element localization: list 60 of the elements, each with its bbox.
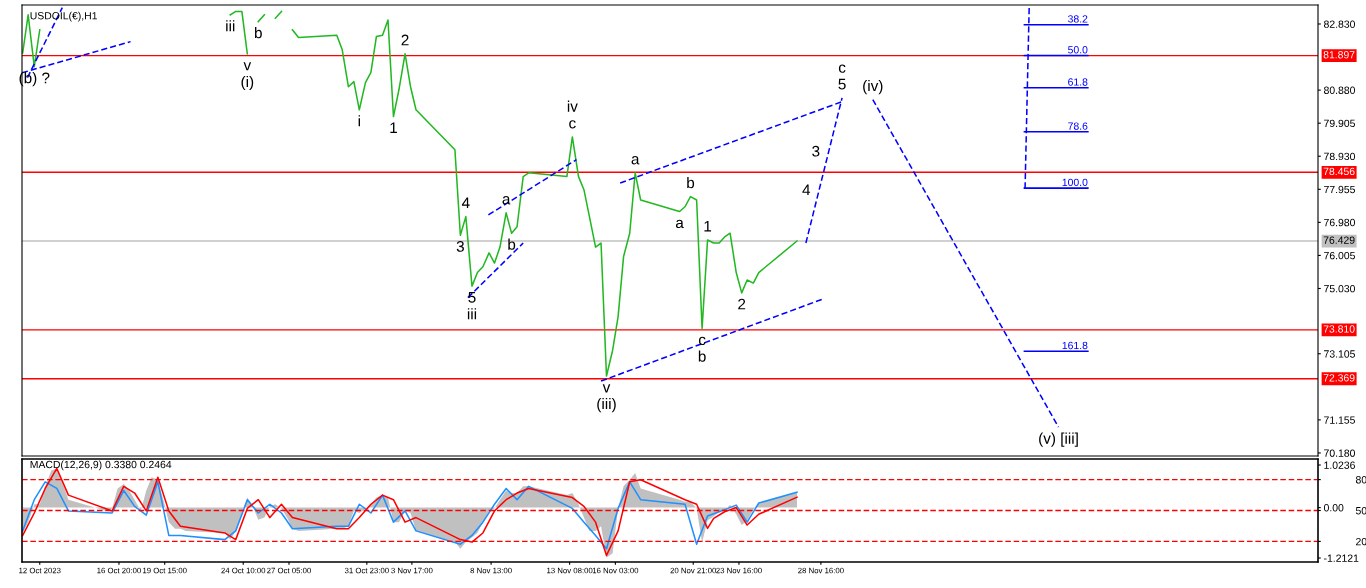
annotation: 2 bbox=[738, 298, 746, 310]
series-label: 38.2 bbox=[1068, 15, 1088, 23]
annotation: iv bbox=[567, 100, 578, 112]
annotation: a bbox=[502, 196, 511, 205]
annotation: 4 bbox=[802, 184, 811, 196]
annotation: c bbox=[698, 336, 706, 346]
annotation: v bbox=[243, 62, 252, 71]
annotation: 1 bbox=[390, 122, 397, 134]
annotation: iii bbox=[226, 20, 235, 32]
y-tick-label: 77.955 bbox=[1324, 185, 1355, 194]
y-tick-label: 78.930 bbox=[1324, 152, 1356, 161]
annotation: c bbox=[569, 120, 576, 129]
annotation: 5 bbox=[838, 78, 846, 90]
annotation: b bbox=[255, 26, 262, 39]
annotation: v bbox=[602, 384, 611, 393]
y-tick-label: 1.0236 bbox=[1324, 461, 1355, 469]
y-tick-label: -1.2121 bbox=[1324, 554, 1359, 562]
annotation: a bbox=[631, 156, 640, 165]
annotation: 5 bbox=[468, 292, 476, 303]
y-tick-label: 0.00 bbox=[1323, 504, 1344, 512]
ref-line-label: 76.429 bbox=[1323, 236, 1355, 244]
annotation: a bbox=[675, 219, 684, 229]
y-tick-label: 71.155 bbox=[1324, 416, 1355, 424]
series-label: 61.8 bbox=[1068, 78, 1088, 86]
annotation: (v) [iii] bbox=[1039, 432, 1078, 447]
y2-tick-label: 20 bbox=[1356, 537, 1366, 546]
annotation: (iv) bbox=[863, 79, 883, 95]
series-label: 161.8 bbox=[1062, 341, 1088, 350]
annotation: 4 bbox=[461, 197, 470, 209]
chart-title: MACD(12,26,9) 0.3380 0.2464 bbox=[30, 460, 172, 471]
annotation: 3 bbox=[812, 145, 820, 157]
annotation: (i) bbox=[241, 75, 254, 91]
y2-tick-label: 80 bbox=[1355, 476, 1366, 484]
annotation: (iii) bbox=[597, 398, 616, 413]
y-tick-label: 79.905 bbox=[1324, 119, 1355, 128]
series-label: 78.6 bbox=[1068, 122, 1088, 130]
y-tick-label: 82.830 bbox=[1324, 20, 1356, 28]
annotation: iii bbox=[467, 308, 477, 320]
y-tick-label: 73.105 bbox=[1324, 350, 1355, 358]
series-label: 50.0 bbox=[1068, 46, 1088, 54]
annotation: c bbox=[838, 64, 846, 73]
y-tick-label: 75.030 bbox=[1324, 284, 1356, 293]
annotation: 3 bbox=[456, 241, 464, 252]
series-label: 100.0 bbox=[1062, 178, 1088, 187]
annotation: i bbox=[358, 115, 360, 127]
y2-tick-label: 50 bbox=[1355, 507, 1366, 515]
y-tick-label: 70.180 bbox=[1324, 449, 1356, 457]
y-tick-label: 76.980 bbox=[1324, 218, 1356, 227]
ref-line-label: 78.456 bbox=[1323, 167, 1355, 176]
annotation: b bbox=[508, 238, 516, 250]
ref-line-label: 72.369 bbox=[1323, 374, 1355, 382]
annotation: 2 bbox=[401, 34, 409, 46]
annotation: b bbox=[687, 176, 695, 189]
ref-line-label: 73.810 bbox=[1323, 325, 1355, 333]
y-tick-label: 80.880 bbox=[1324, 86, 1356, 94]
y-tick-label: 76.005 bbox=[1324, 251, 1355, 260]
text: USDOIL(€),H1 bbox=[30, 11, 97, 22]
annotation: b bbox=[698, 350, 706, 362]
ref-line-label: 81.897 bbox=[1323, 51, 1355, 59]
annotation: 1 bbox=[704, 220, 712, 232]
